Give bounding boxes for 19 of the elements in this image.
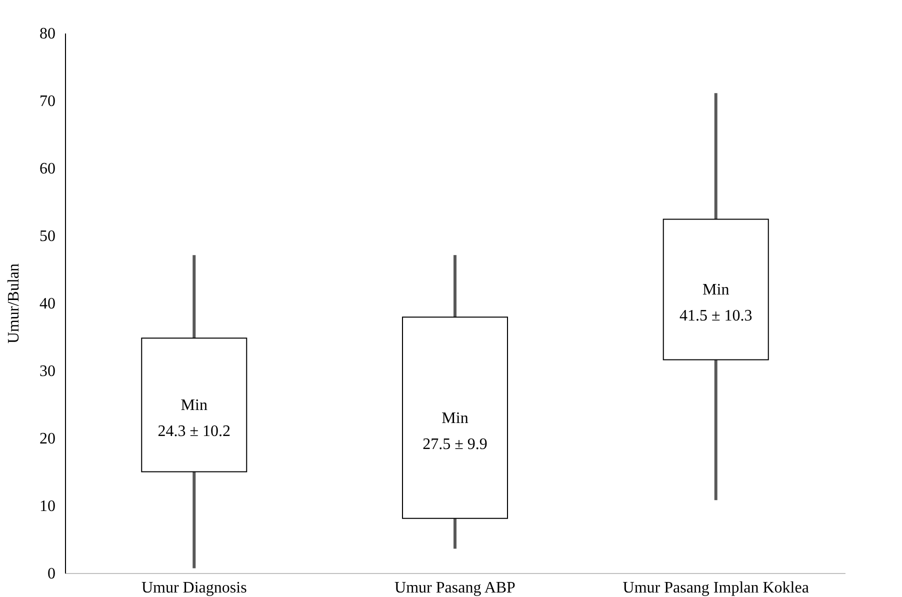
y-tick-label: 70 bbox=[40, 93, 56, 110]
y-tick-label: 20 bbox=[40, 430, 56, 448]
x-tick-label: Umur Diagnosis bbox=[141, 580, 247, 596]
annotation: Min 24.3 ± 10.2 bbox=[158, 396, 231, 440]
annotation: Min 41.5 ± 10.3 bbox=[679, 282, 752, 324]
candlestick bbox=[662, 93, 769, 500]
y-tick-label: 60 bbox=[40, 160, 56, 178]
candlestick bbox=[402, 255, 508, 549]
x-tick-label: Umur Pasang Implan Koklea bbox=[622, 580, 809, 596]
y-tick-label: 10 bbox=[40, 498, 56, 515]
y-tick-label: 0 bbox=[48, 566, 56, 582]
y-tick-label: 80 bbox=[40, 26, 56, 42]
y-tick-label: 40 bbox=[40, 296, 56, 312]
y-tick-label: 30 bbox=[40, 363, 56, 380]
x-tick-label: Umur Pasang ABP bbox=[394, 580, 516, 596]
y-tick-label: 50 bbox=[40, 228, 56, 245]
annotation: Min 27.5 ± 9.9 bbox=[422, 410, 488, 453]
candlestick bbox=[141, 255, 248, 568]
y-axis-title: Umur/Bulan bbox=[6, 264, 22, 344]
